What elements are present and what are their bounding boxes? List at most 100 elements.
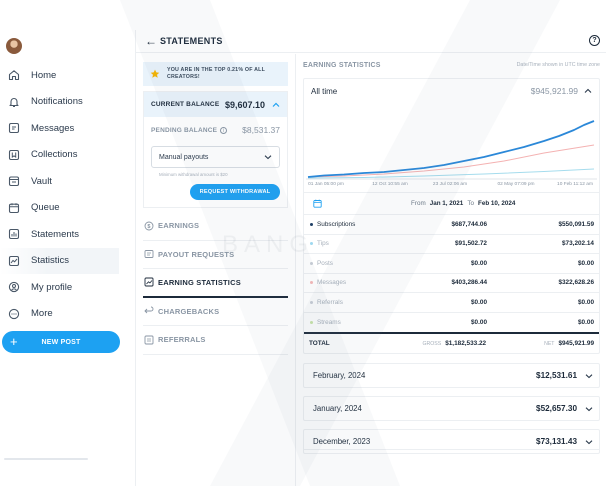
payout-icon xyxy=(144,249,154,259)
month-value: $73,131.43 xyxy=(536,437,577,446)
sidebar-item-messages[interactable]: Messages xyxy=(0,115,135,142)
sidebar-item-home[interactable]: Home xyxy=(0,62,135,89)
month-label: December, 2023 xyxy=(313,437,371,446)
table-row: Messages $403,286.44 $322,628.26 xyxy=(304,274,599,293)
month-label: January, 2024 xyxy=(313,404,362,413)
month-row-february-2024[interactable]: February, 2024 $12,531.61 xyxy=(303,363,600,388)
balance-card: CURRENT BALANCE $9,607.10 PENDING BALANC… xyxy=(143,91,288,208)
more-icon xyxy=(8,308,20,320)
pending-balance-value: $8,531.37 xyxy=(242,125,280,135)
new-post-label: NEW POST xyxy=(41,338,81,346)
x-tick-label: 23 Jul 02:06 am xyxy=(432,182,468,187)
series-dot xyxy=(310,300,313,304)
all-time-row[interactable]: All time $945,921.99 xyxy=(304,79,599,103)
sidebar-item-label: Collections xyxy=(31,149,78,161)
date-from-value[interactable]: Jan 1, 2021 xyxy=(429,200,464,207)
sidebar-item-vault[interactable]: Vault xyxy=(0,168,135,195)
menu-item-label: EARNING STATISTICS xyxy=(158,277,241,287)
total-label: TOTAL xyxy=(309,340,330,347)
chart-x-ticks: 01 Jan 05:00 pm 12 Oct 10:55 am 23 Jul 0… xyxy=(304,180,599,192)
back-arrow-icon[interactable]: ← xyxy=(145,34,157,48)
series-dot xyxy=(310,222,313,226)
avatar[interactable] xyxy=(6,38,22,54)
sidebar-item-label: More xyxy=(31,308,53,320)
total-gross-value: $1,182,533.22 xyxy=(445,340,487,347)
table-row: Posts $0.00 $0.00 xyxy=(304,254,599,274)
series-dot xyxy=(310,281,313,285)
payout-method-value: Manual payouts xyxy=(159,153,209,161)
chevron-up-icon[interactable] xyxy=(272,101,280,109)
earning-statistics-title: EARNING STATISTICS xyxy=(303,61,381,69)
chevron-down-icon[interactable] xyxy=(585,372,593,380)
total-net-value: $945,921.99 xyxy=(558,340,594,347)
row-name: Messages xyxy=(317,279,347,287)
month-row-january-2024[interactable]: January, 2024 $52,657.30 xyxy=(303,396,600,421)
menu-item-referrals[interactable]: REFERRALS xyxy=(143,326,288,355)
sidebar-item-label: Queue xyxy=(31,202,60,214)
chart-icon xyxy=(144,277,154,287)
plus-icon: + xyxy=(10,334,18,349)
calendar-icon[interactable] xyxy=(313,199,322,208)
row-net: $0.00 xyxy=(578,298,594,306)
menu-item-payout-requests[interactable]: PAYOUT REQUESTS xyxy=(143,241,288,269)
page-header: ← STATEMENTS ? xyxy=(136,30,606,53)
sidebar-item-notifications[interactable]: Notifications xyxy=(0,89,135,116)
series-dot xyxy=(310,320,313,324)
svg-text:$: $ xyxy=(147,224,150,230)
earnings-breakdown-table: Subscriptions $687,744.06 $550,091.59 Ti… xyxy=(304,214,599,353)
chevron-up-icon[interactable] xyxy=(584,87,592,95)
x-tick-label: 02 May 07:09 pm xyxy=(497,182,535,187)
statements-icon xyxy=(8,228,20,240)
row-name: Referrals xyxy=(317,298,343,306)
sidebar-item-label: Home xyxy=(31,69,57,81)
current-balance-row[interactable]: CURRENT BALANCE $9,607.10 xyxy=(144,92,287,117)
sidebar-item-statistics[interactable]: Statistics xyxy=(0,247,119,274)
date-range-row[interactable]: From Jan 1, 2021 To Feb 10, 2024 xyxy=(304,192,599,214)
payout-method-select[interactable]: Manual payouts xyxy=(151,146,280,168)
row-name: Subscriptions xyxy=(317,220,356,228)
pending-balance-label: PENDING BALANCE xyxy=(151,126,218,134)
row-net: $0.00 xyxy=(578,318,594,326)
sidebar-item-my-profile[interactable]: My profile xyxy=(0,274,135,301)
month-label: February, 2024 xyxy=(313,371,366,380)
chevron-down-icon[interactable] xyxy=(585,405,593,413)
total-row: TOTAL GROSS $1,182,533.22 NET $945,921.9… xyxy=(304,332,599,353)
date-to-value[interactable]: Feb 10, 2024 xyxy=(477,200,516,207)
calendar-icon xyxy=(8,202,20,214)
menu-item-earning-statistics[interactable]: EARNING STATISTICS xyxy=(143,269,288,298)
table-row: Tips $91,502.72 $73,202.14 xyxy=(304,235,599,254)
column-divider xyxy=(295,54,296,486)
sidebar-scrollbar[interactable] xyxy=(4,458,88,460)
timezone-note: Date/Time shown in UTC time zone xyxy=(516,62,600,68)
month-value: $52,657.30 xyxy=(536,404,577,413)
home-icon xyxy=(8,69,20,81)
tips-series-line xyxy=(307,168,595,179)
chevron-down-icon[interactable] xyxy=(585,438,593,446)
month-row-december-2023[interactable]: December, 2023 $73,131.43 xyxy=(303,429,600,454)
earning-statistics-header: EARNING STATISTICS Date/Time shown in UT… xyxy=(303,56,600,74)
row-net: $0.00 xyxy=(578,259,594,267)
earnings-chart-svg xyxy=(306,120,597,180)
new-post-button[interactable]: + NEW POST xyxy=(2,331,120,353)
sidebar-item-queue[interactable]: Queue xyxy=(0,195,135,222)
info-icon[interactable]: i xyxy=(220,126,228,134)
current-balance-label: CURRENT BALANCE xyxy=(151,101,220,108)
help-icon[interactable]: ? xyxy=(589,35,600,46)
gross-label: GROSS xyxy=(422,340,442,347)
sidebar-item-collections[interactable]: Collections xyxy=(0,142,135,169)
sidebar-item-statements[interactable]: Statements xyxy=(0,221,135,248)
bottom-divider xyxy=(303,449,600,450)
request-withdrawal-button[interactable]: REQUEST WITHDRAWAL xyxy=(190,184,280,200)
statements-left-panel: YOU ARE IN THE TOP 0.21% OF ALL CREATORS… xyxy=(143,62,288,355)
sidebar-item-more[interactable]: More xyxy=(0,301,135,328)
top-creator-text: YOU ARE IN THE TOP 0.21% OF ALL CREATORS… xyxy=(167,67,265,80)
menu-item-earnings[interactable]: $ EARNINGS xyxy=(143,212,288,241)
menu-item-chargebacks[interactable]: CHARGEBACKS xyxy=(143,298,288,326)
row-gross: $403,286.44 xyxy=(451,279,487,287)
row-gross: $0.00 xyxy=(471,298,487,306)
row-gross: $0.00 xyxy=(471,259,487,267)
period-value: $945,921.99 xyxy=(530,86,578,96)
row-gross: $91,502.72 xyxy=(455,240,487,248)
sidebar-item-label: My profile xyxy=(31,281,73,293)
